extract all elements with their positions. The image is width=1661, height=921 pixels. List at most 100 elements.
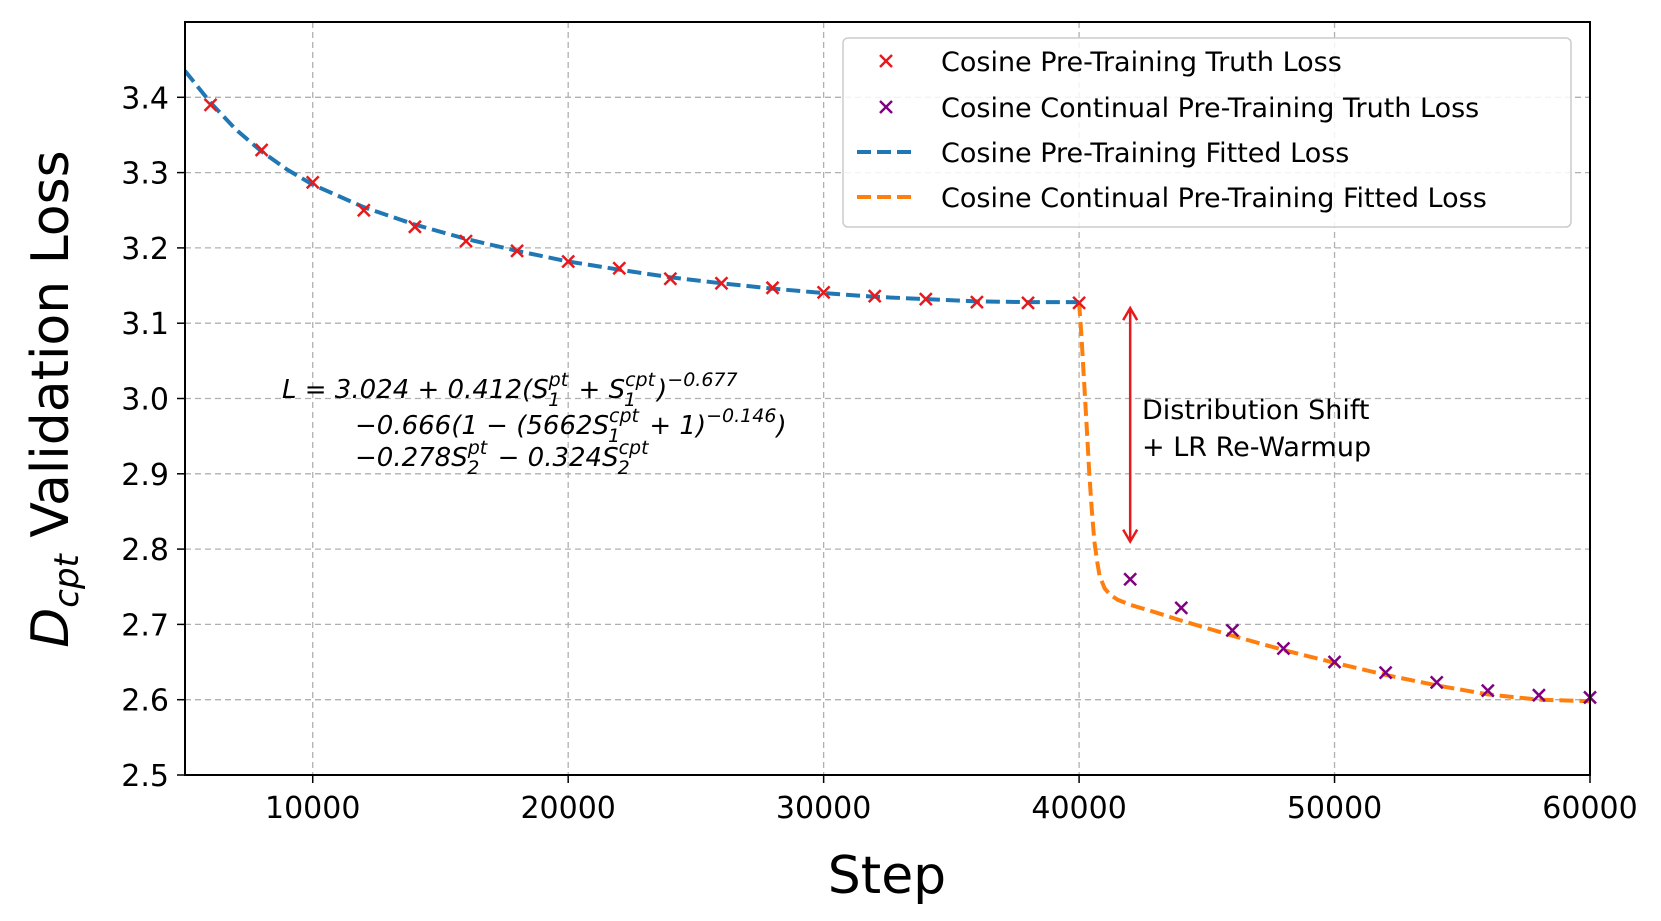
x-tick-label: 50000 (1287, 791, 1382, 826)
x-tick-label: 40000 (1031, 791, 1126, 826)
formula-1-a-sup: pt (548, 369, 570, 391)
formula-2-b-sup: −0.146 (706, 405, 776, 427)
formula-1-b-sup: cpt (625, 369, 657, 391)
arrow-head-up-icon (1122, 305, 1139, 321)
truth-loss-point-0 (254, 143, 269, 157)
truth-loss-point-0 (1021, 295, 1035, 310)
y-tick-label: 2.9 (121, 458, 169, 493)
y-axis-title-symbol: D (21, 608, 81, 648)
x-marker-stroke (1480, 683, 1495, 698)
distribution-shift-annotation: Distribution Shift + LR Re-Warmup (1122, 305, 1371, 545)
formula-2-a: −0.666(1 − (5662S (355, 411, 609, 441)
legend-item-pt-fitted: Cosine Pre-Training Fitted Loss (857, 138, 1349, 169)
formula-2-b: + 1) (641, 411, 706, 441)
formula-3-a: −0.278S (355, 443, 468, 473)
truth-loss-point-0 (612, 261, 627, 276)
truth-loss-point-1 (1378, 665, 1393, 680)
formula-line-3: −0.278Spt 2 − 0.324Scpt 2 (355, 437, 650, 479)
formula-3-b-sup: cpt (619, 437, 651, 459)
x-marker-stroke (1123, 572, 1138, 587)
truth-loss-point-1 (1225, 623, 1240, 638)
truth-loss-point-0 (816, 285, 831, 300)
x-marker-stroke (1378, 665, 1393, 680)
truth-loss-point-0 (970, 295, 984, 309)
y-axis-title-subscript: cpt (47, 552, 87, 607)
x-marker-stroke (714, 276, 729, 291)
legend-label-cpt-fitted: Cosine Continual Pre-Training Fitted Los… (941, 183, 1487, 214)
legend-label-pt-fitted: Cosine Pre-Training Fitted Loss (941, 138, 1349, 169)
x-marker-stroke (1225, 623, 1240, 638)
x-marker-red-icon (879, 54, 893, 68)
x-marker-stroke (918, 292, 933, 306)
formula-line-2: −0.666(1 − (5662Scpt 1 + 1)−0.146) (355, 405, 787, 447)
y-tick-label: 2.8 (121, 533, 169, 568)
legend-item-cpt-fitted: Cosine Continual Pre-Training Fitted Los… (857, 183, 1487, 214)
x-marker-stroke (561, 254, 576, 269)
formula-3-a-sup: pt (467, 437, 489, 459)
y-tick-label: 3.0 (121, 383, 169, 418)
x-axis-title: Step (828, 846, 946, 906)
truth-loss-point-0 (408, 219, 422, 234)
truth-loss-point-1 (1429, 675, 1444, 690)
x-tick-label: 30000 (776, 791, 871, 826)
truth-loss-point-0 (356, 203, 371, 218)
x-marker-stroke (510, 244, 524, 258)
x-marker-stroke (305, 175, 320, 190)
shift-label-line-1: Distribution Shift (1142, 395, 1369, 426)
formula-1-b: + S (570, 375, 625, 405)
x-marker-stroke (1532, 688, 1546, 703)
truth-loss-point-0 (561, 254, 576, 269)
truth-loss-point-0 (714, 276, 729, 291)
x-marker-stroke (1174, 600, 1189, 615)
formula-3-b-sub: 2 (618, 457, 630, 479)
x-marker-stroke (663, 271, 678, 286)
formula-1-c: ) (655, 375, 667, 405)
truth-loss-point-0 (918, 292, 933, 306)
x-marker-stroke (970, 295, 984, 309)
formula-3-a-sub: 2 (467, 457, 479, 479)
x-tick-label: 20000 (520, 791, 615, 826)
legend-label-cpt-truth: Cosine Continual Pre-Training Truth Loss (941, 93, 1479, 124)
x-marker-stroke (765, 280, 780, 295)
formula-1-a: L = 3.024 + 0.412(S (282, 375, 549, 405)
truth-loss-point-0 (459, 234, 473, 249)
y-axis-title: Dcpt Validation Loss (21, 150, 87, 648)
marker-layer (203, 97, 1597, 705)
x-marker-stroke (1021, 295, 1035, 310)
shift-label-line-2: + LR Re-Warmup (1142, 432, 1371, 463)
ticks: 10000 20000 30000 40000 50000 60000 2.5 2.6 2.7 2… (121, 81, 1637, 826)
truth-loss-point-0 (867, 289, 882, 303)
x-marker-stroke (612, 261, 627, 276)
formula-annotation: L = 3.024 + 0.412(Spt 1 + Scpt 1)−0.677 −0… (282, 369, 787, 479)
y-axis-title-rest: Validation Loss (21, 150, 81, 554)
y-tick-label: 3.1 (121, 307, 169, 342)
truth-loss-point-1 (1480, 683, 1495, 698)
y-tick-label: 3.4 (121, 81, 169, 116)
formula-1-b-sub: 1 (624, 389, 636, 411)
y-tick-label: 3.2 (121, 232, 169, 267)
x-marker-stroke (1072, 295, 1086, 310)
legend: Cosine Pre-Training Truth Loss Cosine Co… (842, 37, 1572, 228)
x-marker-purple-icon (879, 100, 893, 114)
legend-item-pt-truth: Cosine Pre-Training Truth Loss (879, 47, 1342, 78)
formula-1-c-sup: −0.677 (667, 369, 737, 391)
arrow-head-down-icon (1122, 528, 1139, 545)
x-tick-label: 10000 (265, 791, 360, 826)
formula-3-b: − 0.324S (489, 443, 618, 473)
legend-label-pt-truth: Cosine Pre-Training Truth Loss (941, 47, 1342, 78)
y-tick-label: 3.3 (121, 157, 169, 192)
truth-loss-point-1 (1532, 688, 1546, 703)
formula-2-a-sub: 1 (608, 425, 620, 447)
y-tick-label: 2.7 (121, 608, 169, 643)
truth-loss-point-0 (663, 271, 678, 286)
truth-loss-point-1 (1174, 600, 1189, 615)
x-tick-label: 60000 (1542, 791, 1637, 826)
x-marker-stroke (459, 234, 473, 249)
formula-line-1: L = 3.024 + 0.412(Spt 1 + Scpt 1)−0.677 (282, 369, 738, 411)
x-marker-stroke (1276, 641, 1291, 656)
truth-loss-point-0 (305, 175, 320, 190)
formula-1-a-sub: 1 (548, 389, 560, 411)
x-marker-stroke (408, 219, 422, 234)
